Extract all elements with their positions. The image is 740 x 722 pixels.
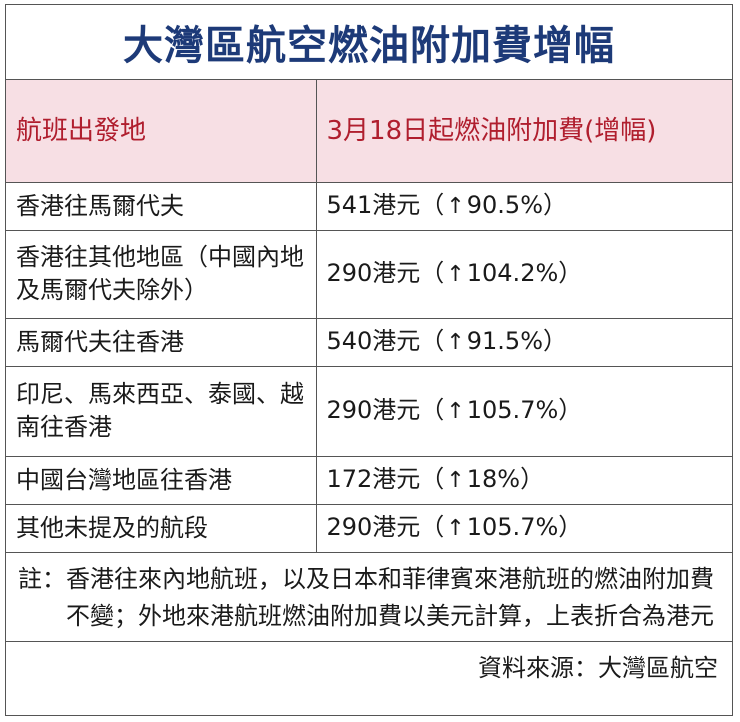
surcharge-table: 航班出發地 3月18日起燃油附加費(增幅) 香港往馬爾代夫 541港元（↑90.… (6, 80, 732, 553)
up-arrow-icon: ↑ (446, 468, 465, 493)
table-row: 香港往其他地區（中國內地及馬爾代夫除外） 290港元（↑104.2%） (6, 230, 732, 319)
page-title: 大灣區航空燃油附加費增幅 (6, 5, 732, 80)
row-surcharge: 541港元（↑90.5%） (316, 182, 732, 231)
up-arrow-icon: ↑ (446, 516, 465, 541)
up-arrow-icon: ↑ (446, 262, 465, 287)
row-origin: 馬爾代夫往香港 (6, 318, 317, 367)
source-credit: 資料來源：大灣區航空 (478, 654, 718, 682)
up-arrow-icon: ↑ (446, 399, 465, 424)
footnote-text: 香港往來內地航班，以及日本和菲律賓來港航班的燃油附加費不變；外地來港航班燃油附加… (66, 564, 714, 630)
footnote: 註： 香港往來內地航班，以及日本和菲律賓來港航班的燃油附加費不變；外地來港航班燃… (6, 553, 732, 642)
row-surcharge: 290港元（↑105.7%） (316, 366, 732, 457)
up-arrow-icon: ↑ (446, 194, 465, 219)
row-origin: 香港往其他地區（中國內地及馬爾代夫除外） (6, 230, 317, 319)
surcharge-table-card: 大灣區航空燃油附加費增幅 航班出發地 3月18日起燃油附加費(增幅) 香港往馬爾… (5, 4, 733, 716)
table-row: 中國台灣地區往香港 172港元（↑18%） (6, 456, 732, 505)
row-surcharge: 290港元（↑105.7%） (316, 504, 732, 553)
row-surcharge: 540港元（↑91.5%） (316, 318, 732, 367)
row-surcharge: 172港元（↑18%） (316, 456, 732, 505)
table-header-row: 航班出發地 3月18日起燃油附加費(增幅) (6, 80, 732, 183)
row-origin: 印尼、馬來西亞、泰國、越南往香港 (6, 366, 317, 457)
row-origin: 中國台灣地區往香港 (6, 456, 317, 505)
footnote-label: 註： (18, 564, 66, 593)
row-surcharge: 290港元（↑104.2%） (316, 230, 732, 319)
table-row: 香港往馬爾代夫 541港元（↑90.5%） (6, 182, 732, 231)
table-row: 馬爾代夫往香港 540港元（↑91.5%） (6, 318, 732, 367)
up-arrow-icon: ↑ (446, 330, 465, 355)
row-origin: 香港往馬爾代夫 (6, 182, 317, 231)
header-surcharge: 3月18日起燃油附加費(增幅) (316, 80, 732, 183)
table-row: 其他未提及的航段 290港元（↑105.7%） (6, 504, 732, 553)
table-row: 印尼、馬來西亞、泰國、越南往香港 290港元（↑105.7%） (6, 366, 732, 457)
header-origin: 航班出發地 (6, 80, 317, 183)
row-origin: 其他未提及的航段 (6, 504, 317, 553)
